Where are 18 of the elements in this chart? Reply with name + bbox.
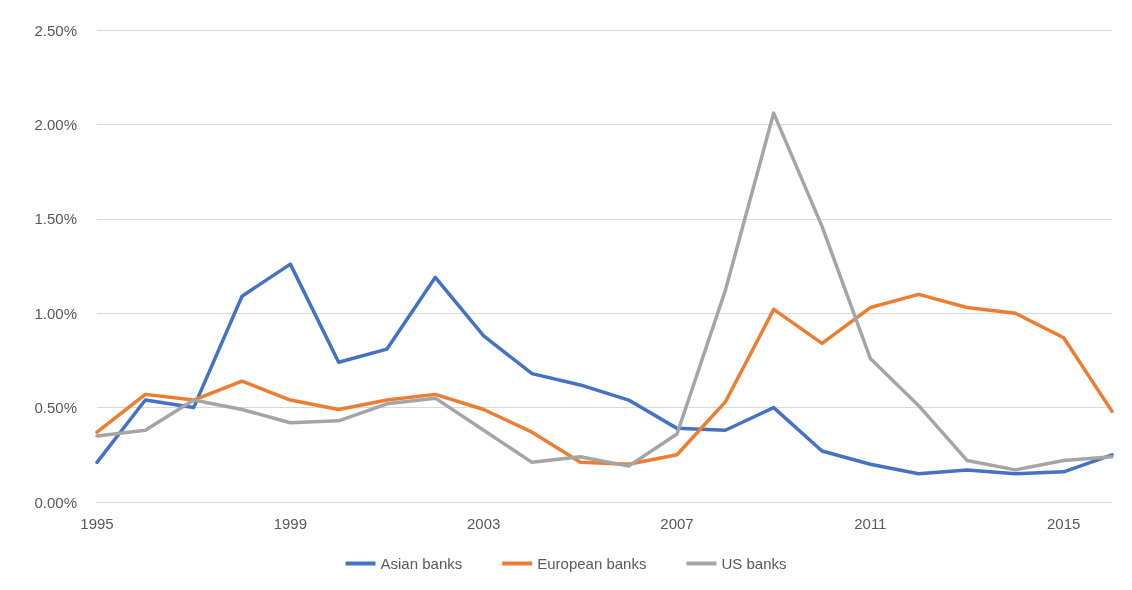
x-tick-label: 2003 — [466, 515, 501, 532]
y-tick-label: 1.50% — [34, 210, 77, 228]
legend-label: US banks — [721, 555, 787, 572]
x-tick-label: 2007 — [660, 515, 694, 532]
y-tick-label: 0.00% — [34, 493, 77, 511]
x-tick-label: 1999 — [273, 515, 308, 532]
y-tick-label: 1.00% — [34, 304, 77, 322]
x-tick-label: 2015 — [1046, 515, 1081, 532]
line-series — [95, 111, 1114, 472]
y-tick-label: 2.50% — [34, 21, 77, 39]
legend-label: European banks — [537, 555, 647, 572]
legend-label: Asian banks — [380, 555, 463, 572]
y-tick-label: 2.00% — [34, 115, 77, 133]
line-series — [95, 292, 1114, 466]
x-tick-label: 2011 — [854, 515, 887, 532]
y-tick-label: 0.50% — [34, 399, 77, 417]
x-tick-label: 1995 — [80, 515, 114, 532]
line-series — [95, 262, 1114, 476]
